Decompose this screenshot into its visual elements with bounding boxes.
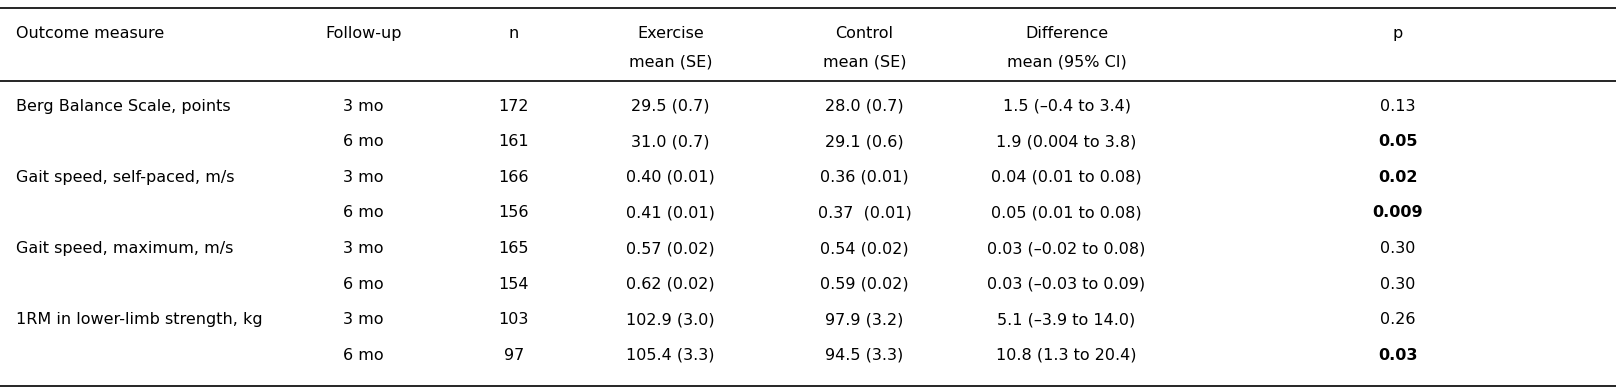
Text: 1.5 (–0.4 to 3.4): 1.5 (–0.4 to 3.4) <box>1002 99 1131 114</box>
Text: 0.04 (0.01 to 0.08): 0.04 (0.01 to 0.08) <box>991 170 1143 185</box>
Text: Control: Control <box>835 26 894 41</box>
Text: 3 mo: 3 mo <box>343 170 385 185</box>
Text: 0.009: 0.009 <box>1372 206 1424 220</box>
Text: 10.8 (1.3 to 20.4): 10.8 (1.3 to 20.4) <box>997 348 1136 363</box>
Text: 102.9 (3.0): 102.9 (3.0) <box>627 312 714 327</box>
Text: 29.5 (0.7): 29.5 (0.7) <box>632 99 709 114</box>
Text: Gait speed, self-paced, m/s: Gait speed, self-paced, m/s <box>16 170 234 185</box>
Text: Exercise: Exercise <box>637 26 705 41</box>
Text: 0.54 (0.02): 0.54 (0.02) <box>821 241 908 256</box>
Text: Difference: Difference <box>1025 26 1109 41</box>
Text: 0.30: 0.30 <box>1380 277 1416 292</box>
Text: p: p <box>1393 26 1403 41</box>
Text: 0.13: 0.13 <box>1380 99 1416 114</box>
Text: 0.26: 0.26 <box>1380 312 1416 327</box>
Text: 6 mo: 6 mo <box>343 206 385 220</box>
Text: 6 mo: 6 mo <box>343 277 385 292</box>
Text: 0.30: 0.30 <box>1380 241 1416 256</box>
Text: 0.03 (–0.02 to 0.08): 0.03 (–0.02 to 0.08) <box>987 241 1146 256</box>
Text: 0.05: 0.05 <box>1378 134 1417 149</box>
Text: 29.1 (0.6): 29.1 (0.6) <box>826 134 903 149</box>
Text: 31.0 (0.7): 31.0 (0.7) <box>632 134 709 149</box>
Text: 1.9 (0.004 to 3.8): 1.9 (0.004 to 3.8) <box>997 134 1136 149</box>
Text: 6 mo: 6 mo <box>343 348 385 363</box>
Text: 0.02: 0.02 <box>1378 170 1417 185</box>
Text: 0.59 (0.02): 0.59 (0.02) <box>821 277 908 292</box>
Text: 161: 161 <box>499 134 528 149</box>
Text: 97: 97 <box>504 348 524 363</box>
Text: 0.03: 0.03 <box>1378 348 1417 363</box>
Text: Berg Balance Scale, points: Berg Balance Scale, points <box>16 99 231 114</box>
Text: mean (SE): mean (SE) <box>629 55 713 70</box>
Text: 154: 154 <box>499 277 528 292</box>
Text: 0.03 (–0.03 to 0.09): 0.03 (–0.03 to 0.09) <box>987 277 1146 292</box>
Text: 0.57 (0.02): 0.57 (0.02) <box>627 241 714 256</box>
Text: 105.4 (3.3): 105.4 (3.3) <box>627 348 714 363</box>
Text: 0.41 (0.01): 0.41 (0.01) <box>627 206 714 220</box>
Text: 166: 166 <box>499 170 528 185</box>
Text: 165: 165 <box>499 241 528 256</box>
Text: mean (SE): mean (SE) <box>823 55 907 70</box>
Text: 94.5 (3.3): 94.5 (3.3) <box>826 348 903 363</box>
Text: 172: 172 <box>499 99 528 114</box>
Text: 97.9 (3.2): 97.9 (3.2) <box>826 312 903 327</box>
Text: 0.05 (0.01 to 0.08): 0.05 (0.01 to 0.08) <box>991 206 1143 220</box>
Text: 103: 103 <box>499 312 528 327</box>
Text: Gait speed, maximum, m/s: Gait speed, maximum, m/s <box>16 241 234 256</box>
Text: 3 mo: 3 mo <box>343 312 385 327</box>
Text: 0.62 (0.02): 0.62 (0.02) <box>627 277 714 292</box>
Text: 3 mo: 3 mo <box>343 99 385 114</box>
Text: 28.0 (0.7): 28.0 (0.7) <box>826 99 903 114</box>
Text: 6 mo: 6 mo <box>343 134 385 149</box>
Text: 5.1 (–3.9 to 14.0): 5.1 (–3.9 to 14.0) <box>997 312 1136 327</box>
Text: mean (95% CI): mean (95% CI) <box>1007 55 1126 70</box>
Text: Outcome measure: Outcome measure <box>16 26 165 41</box>
Text: n: n <box>509 26 519 41</box>
Text: 156: 156 <box>499 206 528 220</box>
Text: Follow-up: Follow-up <box>325 26 402 41</box>
Text: 1RM in lower-limb strength, kg: 1RM in lower-limb strength, kg <box>16 312 263 327</box>
Text: 0.36 (0.01): 0.36 (0.01) <box>821 170 908 185</box>
Text: 3 mo: 3 mo <box>343 241 385 256</box>
Text: 0.40 (0.01): 0.40 (0.01) <box>627 170 714 185</box>
Text: 0.37  (0.01): 0.37 (0.01) <box>818 206 911 220</box>
